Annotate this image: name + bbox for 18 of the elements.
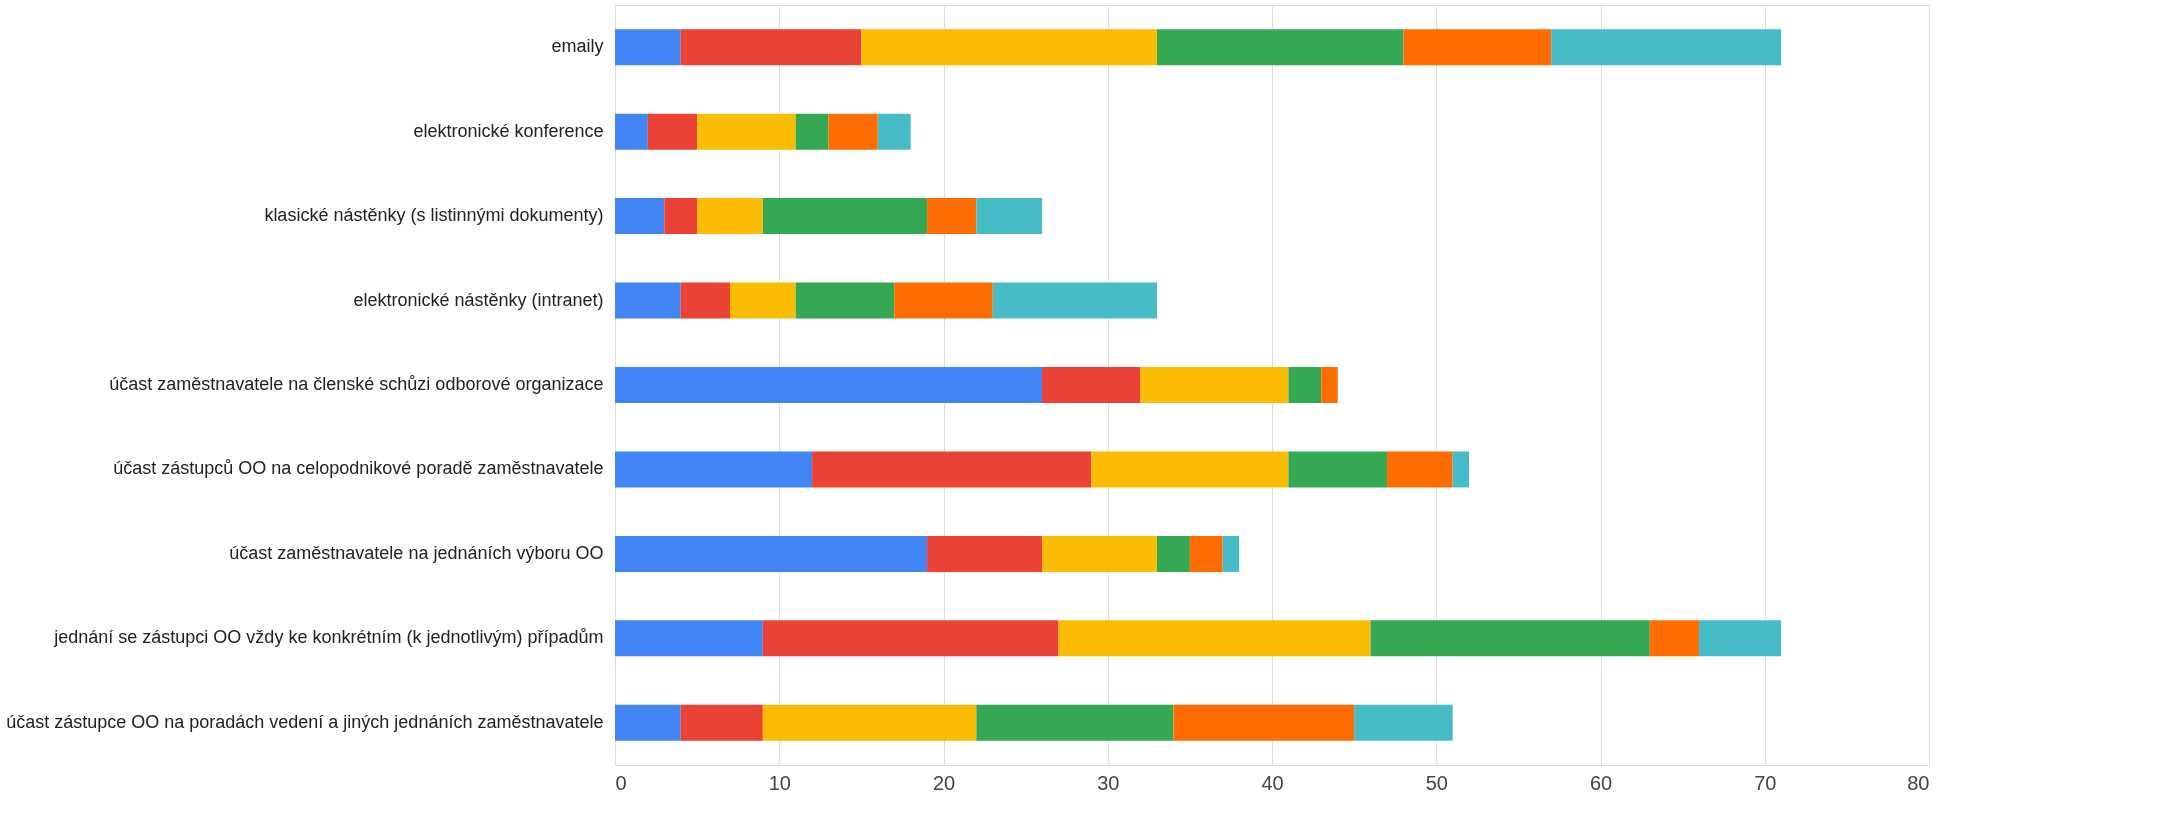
x-tick-label: 10 — [768, 771, 791, 794]
y-tick-label: elektronické nástěnky (intranet) — [353, 289, 604, 310]
x-tick-label: 50 — [1425, 771, 1448, 794]
x-tick-label: 20 — [932, 771, 956, 794]
y-tick-label: jednání se zástupci OO vždy ke konkrétním (k jednotlivým) případům — [53, 627, 604, 648]
y-tick-label: emaily — [551, 36, 604, 57]
x-tick-label: 70 — [1754, 771, 1777, 794]
y-tick-label: klasické nástěnky (s listinnými dokumenty) — [264, 205, 604, 226]
y-tick-label: elektronické konference — [413, 120, 604, 141]
x-tick-label: 30 — [1097, 771, 1120, 794]
y-tick-label: účast zaměstnavatele na členské schůzi odborové organizace — [109, 374, 604, 394]
x-tick-label: 0 — [615, 771, 627, 794]
y-tick-label: účast zástupce OO na poradách vedení a jiných jednáních zaměstnavatele — [6, 711, 604, 732]
y-tick-label: účast zaměstnavatele na jednáních výboru OO — [229, 542, 604, 563]
x-tick-label: 40 — [1261, 771, 1284, 794]
x-tick-label: 80 — [1907, 771, 1930, 794]
x-tick-label: 60 — [1589, 771, 1613, 794]
y-tick-label: účast zástupců OO na celopodnikové poradě zaměstnavatele — [113, 458, 604, 479]
